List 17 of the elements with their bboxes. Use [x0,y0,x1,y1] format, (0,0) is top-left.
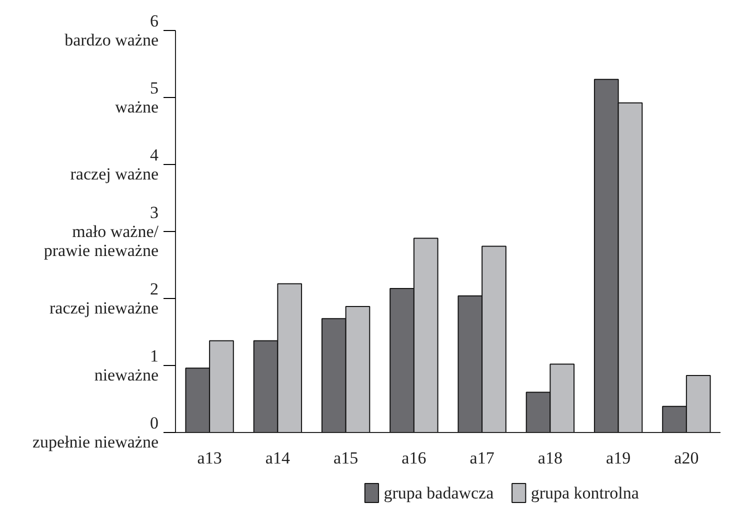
y-tick-label: 5 ważne [115,78,159,116]
legend-label: grupa badawcza [384,484,494,502]
y-tick-label: 3 mało ważne/ prawie nieważne [44,203,159,260]
y-tick-label: 6 bardzo ważne [64,12,159,50]
x-tick-label: a18 [538,448,562,468]
x-tick-label: a20 [674,448,699,468]
x-tick-label: a14 [265,448,290,468]
x-tick-label: a15 [334,448,358,468]
x-tick-label: a16 [402,448,426,468]
x-tick-label: a13 [197,448,222,468]
y-tick-label: 0 zupełnie nieważne [32,414,158,452]
y-tick-label: 1 nieważne [94,346,159,384]
x-tick-label: a19 [606,448,631,468]
legend-label: grupa kontrolna [530,484,640,502]
y-tick-label: 2 raczej nieważne [50,280,158,318]
y-tick-label: 4 raczej ważne [70,146,159,184]
x-tick-label: a17 [470,448,495,468]
